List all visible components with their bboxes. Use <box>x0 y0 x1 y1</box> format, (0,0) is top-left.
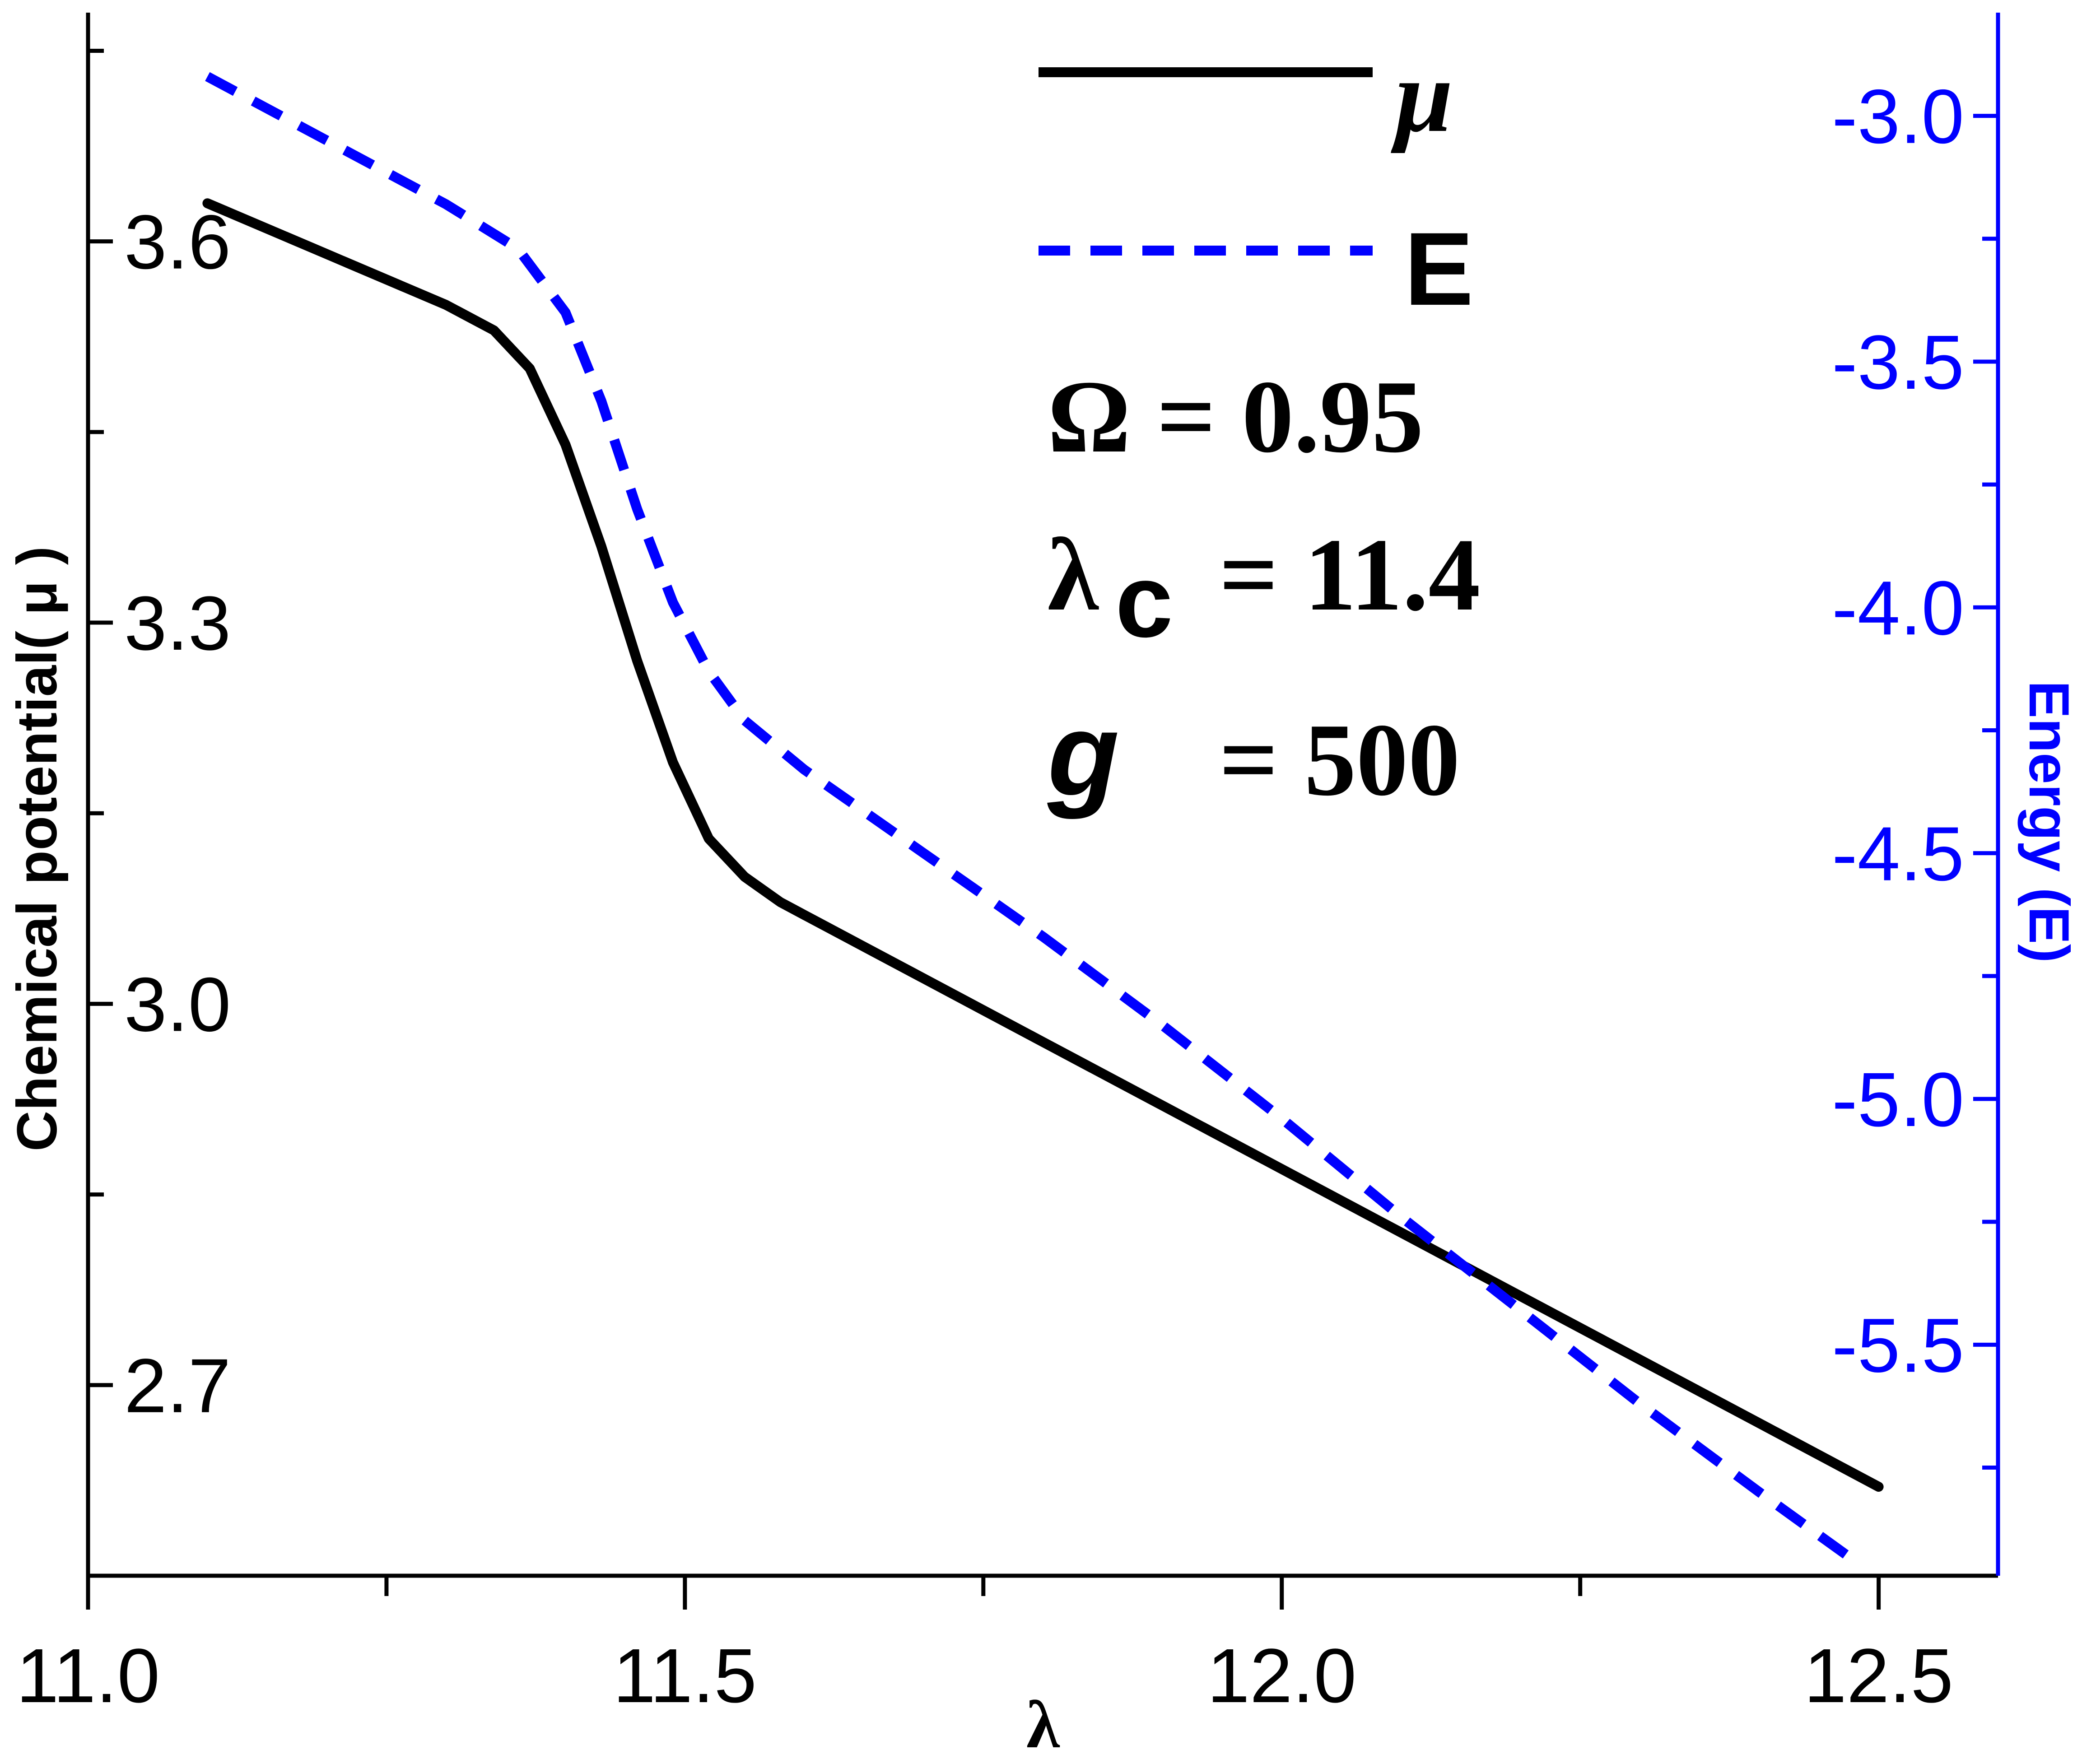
x-tick-label: 11.5 <box>613 1633 757 1719</box>
y-left-axis-label: Chemical potential( μ ) <box>6 546 69 1152</box>
annotation-g-value: = 500 <box>1219 702 1460 817</box>
y-right-axis-label: Energy (E) <box>2017 680 2080 963</box>
y-left-tick-label: 3.6 <box>124 200 231 285</box>
annotation-lambda-c-subscript: c <box>1115 543 1173 659</box>
legend-label-mu: μ <box>1391 38 1453 154</box>
y-left-axis: 3.6 3.3 3.0 2.7 <box>88 48 231 1578</box>
x-tick-label: 12.5 <box>1804 1633 1953 1719</box>
x-tick-label: 11.0 <box>16 1633 160 1719</box>
y-right-tick-label: -3.0 <box>1832 74 1964 160</box>
annotations: Ω = 0.95 λ c = 11.4 g = 500 <box>1046 359 1480 820</box>
legend-label-e: E <box>1404 211 1473 327</box>
series-line-e <box>205 72 1858 1565</box>
legend: μ E <box>1039 38 1473 327</box>
y-right-tick-label: -5.5 <box>1832 1303 1964 1388</box>
annotation-lambda-c-symbol: λ <box>1048 517 1099 632</box>
series-layer <box>202 72 1884 1565</box>
annotation-lambda-c: λ <box>1048 517 1099 632</box>
annotation-omega: Ω = 0.95 <box>1048 359 1424 474</box>
annotation-lambda-c-value: = 11.4 <box>1219 517 1480 632</box>
y-left-tick-label: 3.0 <box>124 962 231 1047</box>
y-left-tick-label: 3.3 <box>124 581 231 666</box>
x-axis: 11.0 11.5 12.0 12.5 <box>16 1576 1953 1719</box>
plot-frame <box>86 13 2000 1578</box>
series-line-mu <box>202 198 1884 1492</box>
y-right-tick-label: -5.0 <box>1832 1057 1964 1143</box>
y-right-axis: -3.0 -3.5 -4.0 -4.5 -5.0 -5.5 <box>1832 74 1998 1470</box>
y-right-tick-label: -4.0 <box>1832 565 1964 651</box>
y-right-tick-label: -4.5 <box>1832 811 1964 897</box>
x-axis-label: λ <box>1026 1687 1060 1762</box>
x-tick-label: 12.0 <box>1207 1633 1356 1719</box>
annotation-g-symbol: g <box>1046 689 1119 820</box>
y-left-tick-label: 2.7 <box>124 1343 231 1429</box>
y-right-tick-label: -3.5 <box>1832 320 1964 405</box>
